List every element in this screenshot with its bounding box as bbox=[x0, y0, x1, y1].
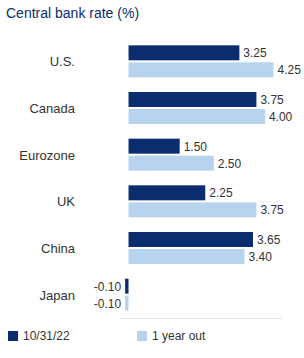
legend: 10/31/22 1 year out bbox=[8, 329, 206, 343]
bar bbox=[125, 296, 128, 311]
bar bbox=[129, 156, 214, 171]
chart-svg: Central bank rate (%) 3.25 3.75 1.50 2.25 3.6… bbox=[0, 0, 304, 358]
data-label: 3.75 bbox=[260, 93, 284, 107]
bar bbox=[129, 249, 245, 264]
data-label: 3.40 bbox=[248, 250, 272, 264]
bar bbox=[125, 279, 128, 294]
data-label: 2.25 bbox=[209, 186, 233, 200]
data-label: 4.00 bbox=[269, 110, 293, 124]
bar bbox=[129, 185, 206, 200]
bar bbox=[129, 45, 240, 60]
category-label: Eurozone bbox=[19, 148, 75, 163]
bar bbox=[129, 202, 257, 217]
category-label: U.S. bbox=[50, 54, 75, 69]
bar bbox=[129, 62, 274, 77]
bar bbox=[129, 109, 265, 124]
data-label: 3.65 bbox=[257, 233, 281, 247]
data-label: -0.10 bbox=[94, 297, 122, 311]
data-label: 3.75 bbox=[260, 203, 284, 217]
labels: 3.25 3.75 1.50 2.25 3.65 -0.10 4.25 4.00 2.50 3.7… bbox=[19, 46, 301, 310]
axis-line bbox=[120, 318, 282, 319]
legend-label: 10/31/22 bbox=[23, 329, 70, 343]
data-label: 2.50 bbox=[218, 157, 242, 171]
bar bbox=[129, 139, 180, 154]
legend-swatch bbox=[137, 331, 147, 341]
data-label: 1.50 bbox=[184, 140, 208, 154]
data-label: 4.25 bbox=[277, 63, 301, 77]
category-label: Canada bbox=[29, 101, 75, 116]
bar bbox=[129, 232, 253, 247]
category-label: China bbox=[41, 241, 76, 256]
chart-container: Central bank rate (%) 3.25 3.75 1.50 2.25 3.6… bbox=[0, 0, 304, 358]
data-label: 3.25 bbox=[243, 46, 267, 60]
legend-swatch bbox=[8, 331, 18, 341]
bar bbox=[129, 92, 257, 107]
legend-label: 1 year out bbox=[152, 329, 206, 343]
category-label: Japan bbox=[40, 288, 75, 303]
bars bbox=[125, 45, 273, 310]
data-label: -0.10 bbox=[94, 280, 122, 294]
title: Central bank rate (%) bbox=[6, 5, 139, 21]
category-label: UK bbox=[57, 194, 75, 209]
